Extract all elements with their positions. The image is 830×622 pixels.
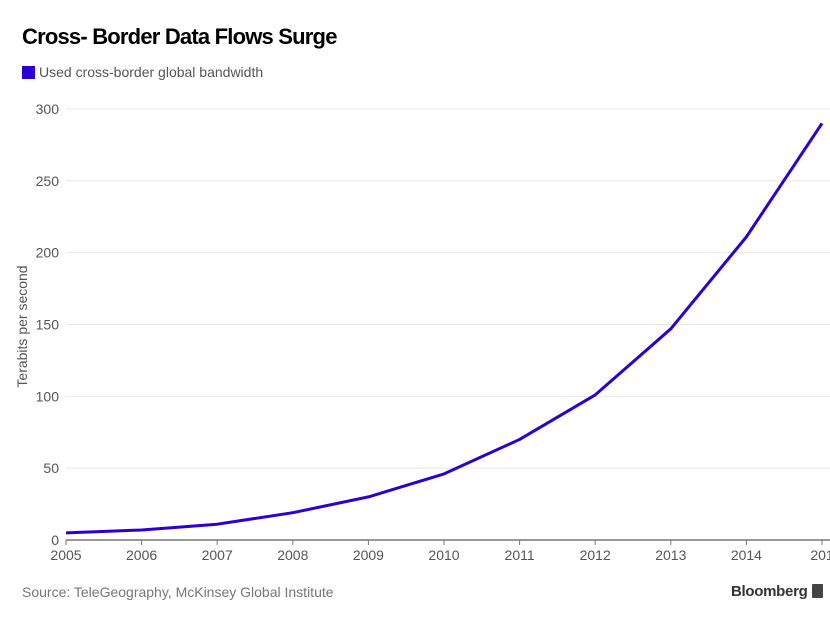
x-tick-label: 2012 <box>580 547 611 563</box>
x-tick-label: 2006 <box>126 547 157 563</box>
source-note: Source: TeleGeography, McKinsey Global I… <box>22 584 334 600</box>
bloomberg-chart-icon <box>812 584 824 598</box>
x-tick-label: 2010 <box>428 547 459 563</box>
chart-title: Cross- Border Data Flows Surge <box>22 24 337 49</box>
legend-swatch <box>22 65 35 79</box>
brand-logo: Bloomberg <box>731 583 824 600</box>
series-line <box>65 122 824 535</box>
y-tick-label: 150 <box>36 317 60 333</box>
y-tick-label: 200 <box>36 245 60 261</box>
legend: Used cross-border global bandwidth <box>22 64 263 80</box>
y-tick-label: 0 <box>51 532 59 548</box>
x-tick-label: 2011 <box>505 547 535 563</box>
y-tick-label: 50 <box>43 460 59 476</box>
x-tick-label: 2005 <box>50 547 81 563</box>
x-tick-label: 2008 <box>277 547 308 563</box>
y-tick-label: 300 <box>36 101 60 117</box>
brand-name: Bloomberg <box>731 583 808 600</box>
y-tick-label: 100 <box>36 388 60 404</box>
x-tick-label: 2014 <box>731 547 762 563</box>
legend-label: Used cross-border global bandwidth <box>39 64 264 80</box>
x-tick-label: 2013 <box>655 547 686 563</box>
x-tick-label: 201 <box>810 547 830 563</box>
x-tick-label: 2007 <box>202 547 233 563</box>
y-tick-label: 250 <box>36 173 60 189</box>
y-axis-title: Terabits per second <box>14 265 30 387</box>
x-tick-label: 2009 <box>353 547 384 563</box>
